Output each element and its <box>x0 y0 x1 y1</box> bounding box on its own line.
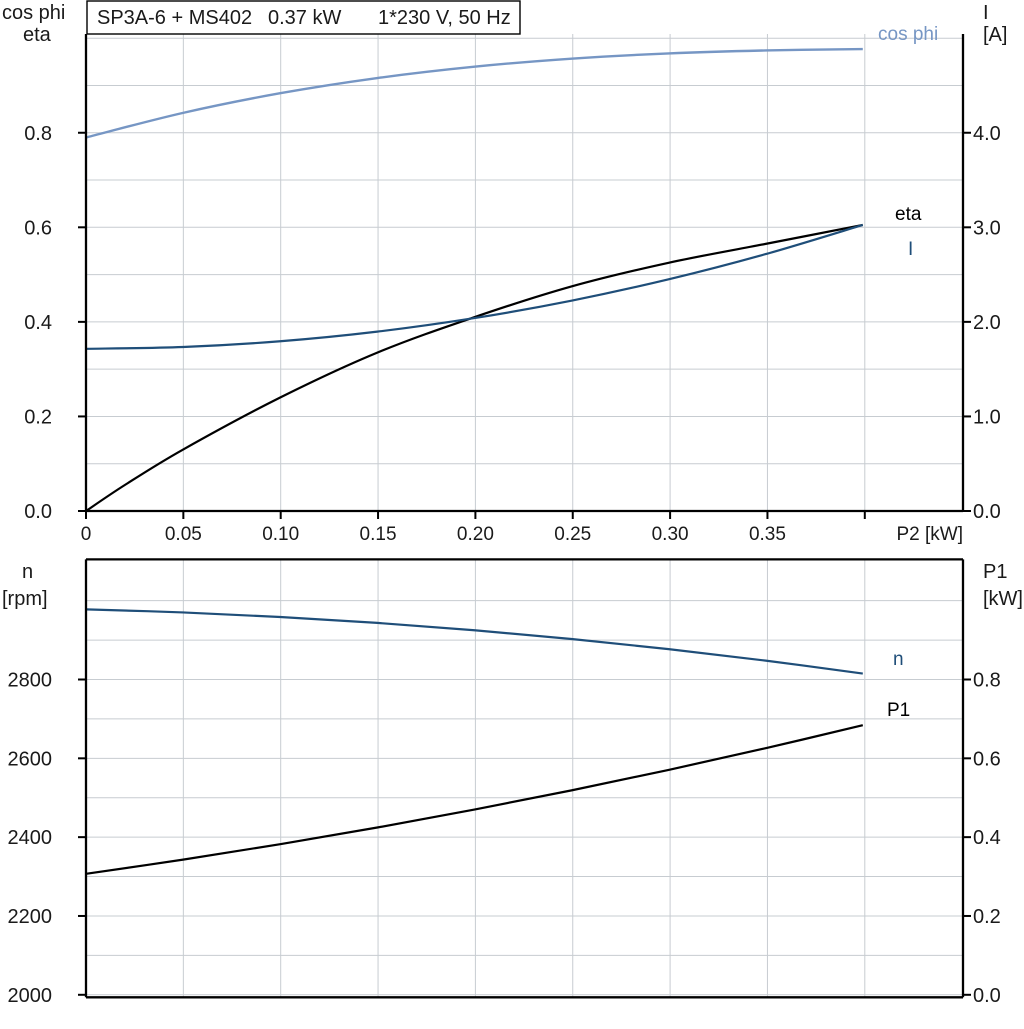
svg-text:4.0: 4.0 <box>973 123 1001 145</box>
svg-text:cos phi: cos phi <box>2 2 65 24</box>
svg-text:eta: eta <box>895 204 922 225</box>
svg-text:[rpm]: [rpm] <box>2 588 48 610</box>
svg-text:I: I <box>983 2 989 24</box>
svg-text:0: 0 <box>81 524 92 545</box>
svg-text:0.0: 0.0 <box>24 501 52 523</box>
svg-text:n: n <box>893 649 904 670</box>
svg-text:P1: P1 <box>887 700 910 721</box>
svg-text:0.8: 0.8 <box>973 670 1001 692</box>
svg-text:0.0: 0.0 <box>973 985 1001 1007</box>
svg-text:[A]: [A] <box>983 24 1007 46</box>
svg-text:cos phi: cos phi <box>878 24 938 45</box>
svg-text:0.20: 0.20 <box>457 524 494 545</box>
svg-text:2.0: 2.0 <box>973 312 1001 334</box>
svg-text:2400: 2400 <box>8 827 53 849</box>
svg-text:0.4: 0.4 <box>24 312 52 334</box>
svg-text:0.6: 0.6 <box>24 217 52 239</box>
svg-text:2200: 2200 <box>8 906 53 928</box>
svg-text:0.30: 0.30 <box>652 524 689 545</box>
svg-text:0.35: 0.35 <box>749 524 786 545</box>
svg-text:3.0: 3.0 <box>973 217 1001 239</box>
svg-text:0.25: 0.25 <box>554 524 591 545</box>
svg-text:0.05: 0.05 <box>165 524 202 545</box>
svg-text:I: I <box>908 239 913 260</box>
svg-text:2600: 2600 <box>8 748 53 770</box>
svg-text:2800: 2800 <box>8 670 53 692</box>
svg-text:0.6: 0.6 <box>973 748 1001 770</box>
svg-text:eta: eta <box>23 24 52 46</box>
svg-text:1.0: 1.0 <box>973 406 1001 428</box>
svg-text:P2 [kW]: P2 [kW] <box>896 524 963 545</box>
svg-text:2000: 2000 <box>8 985 53 1007</box>
svg-text:0.15: 0.15 <box>360 524 397 545</box>
svg-text:0.2: 0.2 <box>24 406 52 428</box>
svg-text:0.8: 0.8 <box>24 123 52 145</box>
svg-text:P1: P1 <box>983 561 1007 583</box>
svg-text:0.10: 0.10 <box>262 524 299 545</box>
svg-text:0.0: 0.0 <box>973 501 1001 523</box>
svg-text:n: n <box>22 561 33 583</box>
svg-text:0.4: 0.4 <box>973 827 1001 849</box>
svg-text:[kW]: [kW] <box>983 588 1023 610</box>
svg-text:0.2: 0.2 <box>973 906 1001 928</box>
